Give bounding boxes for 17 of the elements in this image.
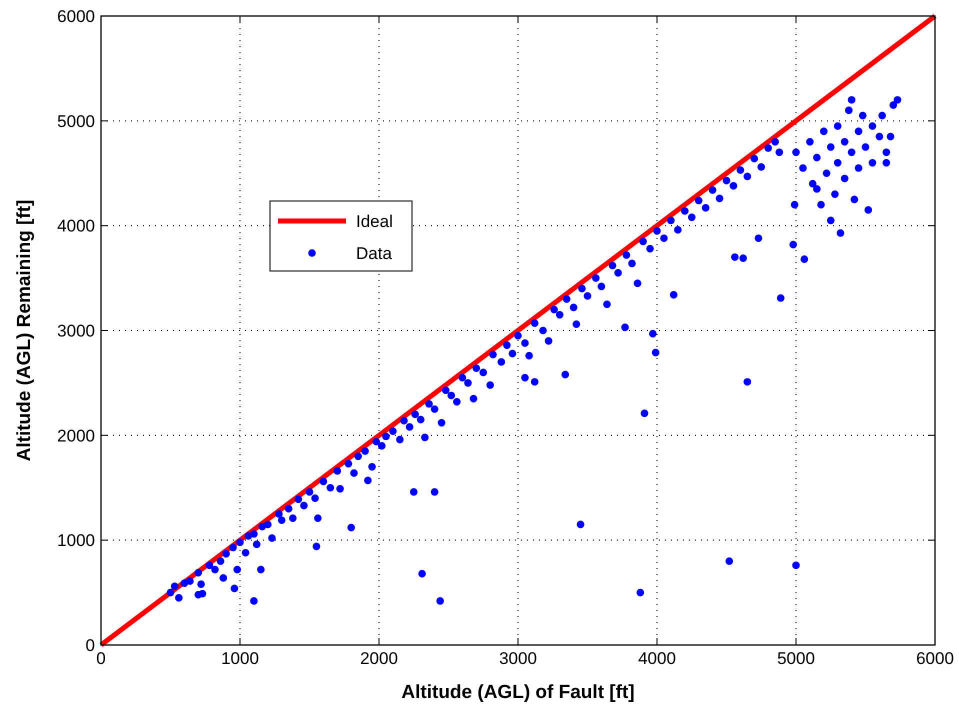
x-axis-title: Altitude (AGL) of Fault [ft]	[401, 682, 635, 703]
legend-label: Ideal	[356, 212, 393, 231]
x-tick-label: 4000	[638, 649, 676, 668]
x-tick-label: 1000	[221, 649, 259, 668]
y-axis-title: Altitude (AGL) Remaining [ft]	[14, 200, 35, 462]
x-tick-label: 3000	[499, 649, 537, 668]
x-tick-label: 2000	[360, 649, 398, 668]
y-tick-label: 2000	[57, 426, 95, 446]
legend-label: Data	[356, 244, 392, 263]
y-tick-label: 4000	[57, 216, 95, 236]
y-tick-label: 0	[86, 636, 95, 655]
y-tick-label: 6000	[57, 7, 95, 26]
y-tick-label: 5000	[57, 112, 95, 131]
y-tick-label: 3000	[57, 322, 95, 340]
x-tick-label: 5000	[777, 649, 815, 668]
x-tick-label: 6000	[916, 649, 954, 668]
y-tick-label: 1000	[57, 531, 95, 550]
